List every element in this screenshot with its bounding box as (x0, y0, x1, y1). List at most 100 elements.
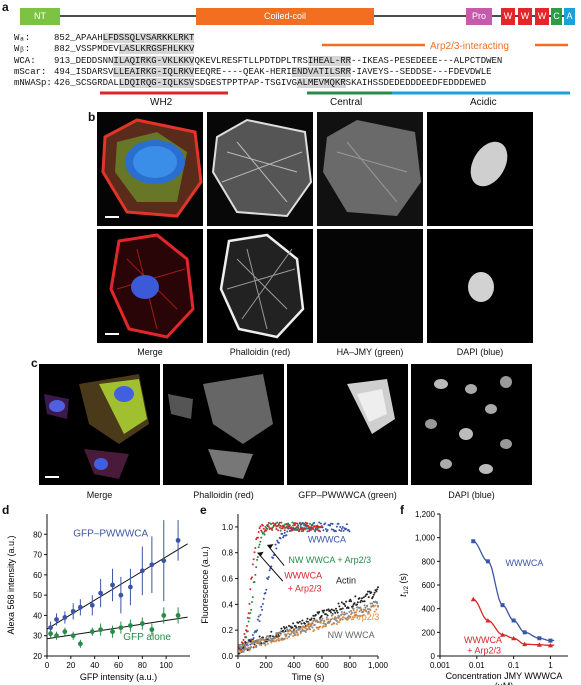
e-data-point (343, 603, 346, 606)
e-data-point (289, 633, 292, 636)
e-data-point (361, 600, 364, 603)
e-label-actin: Actin (336, 576, 356, 586)
e-data-point (340, 611, 343, 614)
e-data-point (342, 529, 345, 532)
e-data-point (282, 625, 285, 628)
e-data-point (352, 609, 355, 612)
e-data-point (282, 525, 285, 528)
e-data-point (360, 609, 363, 612)
e-data-point (347, 528, 350, 531)
domain-pro: Pro (466, 8, 492, 25)
e-data-point (317, 621, 320, 624)
e-data-point (261, 602, 264, 605)
e-data-point (298, 628, 301, 631)
e-data-point (364, 595, 367, 598)
e-data-point (295, 528, 298, 531)
d-data-point (139, 568, 145, 574)
b-caption-phalloidin: Phalloidin (red) (229, 347, 291, 357)
e-data-point (329, 611, 332, 614)
e-data-point (293, 630, 296, 633)
e-data-point (281, 527, 284, 530)
f-y-tick-label: 800 (422, 557, 436, 566)
e-data-point (261, 637, 264, 640)
e-data-point (359, 606, 362, 609)
d-y-tick-label: 60 (33, 571, 42, 580)
e-data-point (251, 576, 253, 579)
e-data-point (283, 637, 286, 640)
e-data-point (372, 593, 375, 596)
e-data-point (320, 619, 323, 622)
e-data-point (278, 521, 281, 524)
e-data-point (240, 650, 243, 653)
e-data-point (246, 644, 249, 647)
e-data-point (329, 609, 332, 612)
e-data-point (362, 608, 365, 611)
e-data-point (248, 602, 251, 605)
e-data-point (301, 528, 304, 531)
e-data-point (260, 643, 263, 646)
e-data-point (255, 645, 258, 648)
e-data-point (261, 642, 264, 645)
e-data-point (272, 557, 274, 560)
d-x-tick-label: 20 (66, 661, 75, 670)
e-data-point (293, 627, 295, 630)
f-x-tick-label: 0.01 (469, 661, 485, 670)
e-data-point (328, 621, 331, 624)
e-data-point (280, 627, 283, 630)
e-data-point (376, 588, 379, 591)
e-data-point (260, 605, 263, 608)
e-data-point (277, 541, 280, 544)
e-data-point (313, 624, 316, 627)
e-data-point (319, 618, 322, 621)
e-data-point (359, 615, 362, 618)
e-data-point (308, 628, 311, 631)
domain-w2: W (518, 8, 532, 25)
sequence-row-mnwasp: mNWASp: 426_SCSGRDALLDQIRQG-IQLKSVSDGESTP… (14, 78, 487, 88)
e-data-point (367, 596, 370, 599)
e-data-point (305, 527, 308, 530)
micrograph-c-dapi (411, 364, 532, 485)
e-data-point (253, 551, 256, 554)
e-data-point (327, 618, 330, 621)
e-data-point (324, 613, 327, 616)
e-data-point (274, 524, 277, 527)
e-data-point (259, 540, 262, 543)
e-label-wwwca: WWWCA (308, 534, 346, 544)
e-data-point (312, 619, 315, 622)
e-data-point (312, 614, 315, 617)
e-data-point (249, 647, 252, 650)
e-data-point (279, 537, 282, 540)
e-data-point (293, 529, 295, 532)
e-data-point (265, 588, 268, 591)
e-data-point (261, 608, 264, 611)
e-data-point (285, 634, 288, 637)
e-data-point (287, 527, 290, 530)
f-label-wwwca-arp: WWWCA (464, 635, 502, 645)
e-data-point (276, 633, 279, 636)
e-data-point (246, 648, 249, 651)
e-data-point (345, 523, 348, 526)
e-data-point (277, 637, 280, 640)
e-data-point (322, 625, 325, 628)
sequence-bars (100, 43, 570, 95)
e-data-point (266, 635, 269, 638)
e-data-point (286, 637, 289, 640)
e-data-point (261, 531, 264, 534)
e-data-point (297, 633, 300, 636)
d-x-tick-label: 100 (159, 661, 173, 670)
e-data-point (268, 569, 271, 572)
d-data-point (62, 629, 68, 635)
e-data-point (341, 526, 344, 529)
e-data-point (347, 607, 350, 610)
e-data-point (305, 523, 308, 526)
e-data-point (249, 612, 252, 615)
e-data-point (345, 617, 348, 620)
e-data-point (283, 627, 286, 630)
e-data-point (322, 622, 325, 625)
f-x-tick-label: 1 (548, 661, 553, 670)
e-data-point (308, 626, 311, 629)
e-data-point (358, 610, 361, 613)
e-data-point (246, 616, 249, 619)
e-x-tick-label: 600 (315, 661, 329, 670)
e-data-point (351, 616, 354, 619)
